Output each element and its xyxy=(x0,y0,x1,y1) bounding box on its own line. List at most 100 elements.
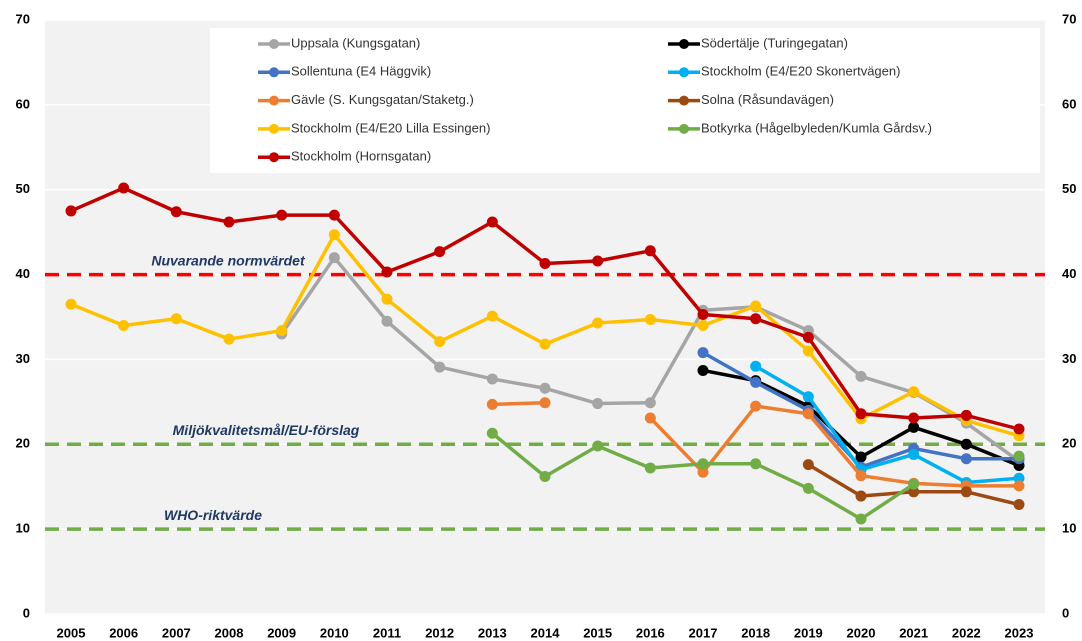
legend-marker xyxy=(679,95,689,106)
data-point xyxy=(118,319,130,331)
data-point xyxy=(802,345,814,357)
data-point xyxy=(486,373,498,385)
data-point xyxy=(592,398,604,410)
data-point xyxy=(486,216,498,228)
data-point xyxy=(381,315,393,327)
data-point xyxy=(644,314,656,326)
data-point xyxy=(697,466,709,478)
y2-tick-label: 70 xyxy=(1062,11,1076,26)
data-point xyxy=(908,421,920,433)
x-tick-label: 2016 xyxy=(636,625,665,640)
data-point xyxy=(750,313,762,325)
data-point xyxy=(434,336,446,348)
data-point xyxy=(223,216,235,228)
x-tick-label: 2012 xyxy=(425,625,454,640)
reference-label: Nuvarande normvärdet xyxy=(151,252,306,268)
data-point xyxy=(65,298,77,310)
legend-marker xyxy=(269,39,279,49)
x-tick-label: 2015 xyxy=(583,625,612,640)
data-point xyxy=(750,300,762,312)
y-tick-label: 0 xyxy=(23,605,30,620)
x-tick-label: 2010 xyxy=(320,625,349,640)
data-point xyxy=(170,206,182,218)
data-point xyxy=(855,513,867,525)
data-point xyxy=(381,266,393,278)
data-point xyxy=(855,370,867,382)
legend-label: Uppsala (Kungsgatan) xyxy=(291,35,420,50)
data-point xyxy=(644,412,656,424)
y-tick-label: 20 xyxy=(16,436,30,451)
legend-label: Sollentuna (E4 Häggvik) xyxy=(291,64,431,79)
x-tick-label: 2005 xyxy=(57,625,86,640)
legend-label: Botkyrka (Hågelbyleden/Kumla Gårdsv.) xyxy=(701,120,932,135)
data-point xyxy=(486,310,498,322)
y-tick-label: 10 xyxy=(16,521,30,536)
x-tick-label: 2019 xyxy=(794,625,823,640)
x-tick-label: 2020 xyxy=(847,625,876,640)
data-point xyxy=(539,258,551,270)
x-tick-label: 2021 xyxy=(899,625,928,640)
data-point xyxy=(750,400,762,412)
data-point xyxy=(118,182,130,194)
data-point xyxy=(644,462,656,474)
data-point xyxy=(960,486,972,498)
data-point xyxy=(802,391,814,403)
data-point xyxy=(802,482,814,494)
y2-tick-label: 30 xyxy=(1062,351,1076,366)
data-point xyxy=(855,470,867,482)
data-point xyxy=(960,453,972,465)
data-point xyxy=(908,386,920,398)
x-tick-label: 2014 xyxy=(531,625,561,640)
y2-tick-label: 40 xyxy=(1062,266,1076,281)
data-point xyxy=(328,252,340,264)
x-tick-label: 2018 xyxy=(741,625,770,640)
data-point xyxy=(592,440,604,452)
legend-marker xyxy=(679,39,689,49)
data-point xyxy=(276,209,288,221)
x-tick-label: 2023 xyxy=(1005,625,1034,640)
y-tick-label: 40 xyxy=(16,266,30,281)
y-tick-label: 30 xyxy=(16,351,30,366)
x-tick-label: 2009 xyxy=(267,625,296,640)
series-line xyxy=(492,400,1019,488)
data-point xyxy=(434,246,446,258)
legend-marker xyxy=(269,152,279,163)
data-point xyxy=(908,478,920,490)
data-point xyxy=(539,338,551,350)
legend-label: Solna (Råsundavägen) xyxy=(701,92,834,107)
data-point xyxy=(1013,423,1025,435)
legend-marker xyxy=(269,67,279,78)
data-point xyxy=(592,255,604,267)
data-point xyxy=(486,427,498,439)
data-point xyxy=(1013,472,1025,484)
legend-marker xyxy=(679,123,689,134)
data-point xyxy=(644,397,656,409)
data-point xyxy=(539,382,551,394)
x-tick-label: 2007 xyxy=(162,625,191,640)
y2-tick-label: 10 xyxy=(1062,521,1076,536)
legend: Uppsala (Kungsgatan) Södertälje (Turingeg… xyxy=(210,28,1040,173)
x-tick-label: 2008 xyxy=(215,625,244,640)
data-point xyxy=(539,397,551,409)
data-point xyxy=(1013,480,1025,492)
data-point xyxy=(960,409,972,421)
legend-marker xyxy=(269,95,279,106)
data-point xyxy=(276,325,288,337)
y-tick-label: 50 xyxy=(16,181,30,196)
legend-label: Södertälje (Turingegatan) xyxy=(701,35,848,50)
x-tick-label: 2011 xyxy=(373,625,401,640)
data-point xyxy=(486,398,498,410)
data-point xyxy=(697,458,709,470)
y2-tick-label: 0 xyxy=(1062,605,1069,620)
data-point xyxy=(960,438,972,450)
data-point xyxy=(908,412,920,424)
legend-label: Stockholm (E4/E20 Skonertvägen) xyxy=(701,64,900,79)
data-point xyxy=(65,205,77,217)
data-point xyxy=(908,486,920,498)
data-point xyxy=(644,245,656,257)
data-point xyxy=(328,229,340,241)
data-point xyxy=(434,361,446,373)
data-point xyxy=(170,313,182,325)
x-tick-label: 2013 xyxy=(478,625,507,640)
